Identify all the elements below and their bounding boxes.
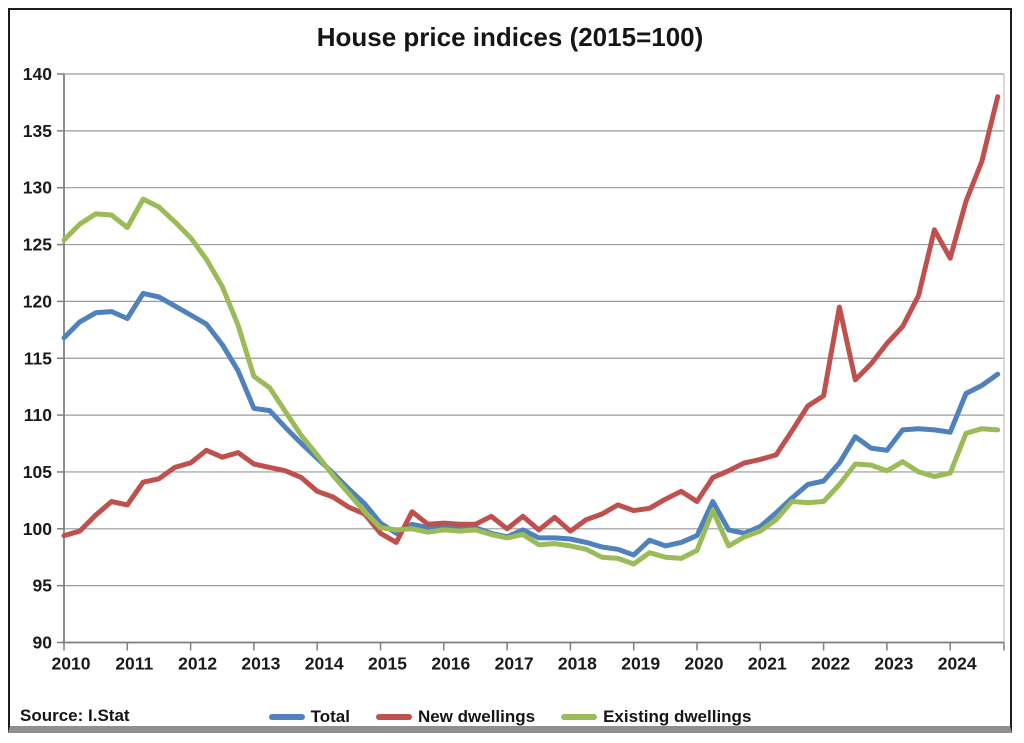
y-tick-label: 115 — [24, 348, 52, 368]
legend-label-total: Total — [310, 707, 350, 726]
legend-swatch-new-dwellings — [375, 714, 412, 720]
x-tick-label: 2024 — [938, 654, 977, 674]
y-tick-label: 135 — [23, 121, 52, 141]
chart-title: House price indices (2015=100) — [316, 22, 704, 52]
legend-swatch-existing-dwellings — [561, 714, 598, 720]
y-tick-label: 95 — [33, 576, 53, 596]
x-tick-label: 2015 — [368, 654, 407, 674]
chart-frame: House price indices (2015=100) 90 95 100 10… — [8, 8, 1012, 733]
legend-item-new-dwellings: New dwellings — [375, 707, 536, 727]
legend-swatch-total — [268, 714, 305, 720]
x-tick-label: 2010 — [52, 654, 91, 674]
series-line-new-dwellings — [61, 94, 1001, 545]
series-line-total — [61, 290, 1001, 558]
x-tick-label: 2017 — [495, 654, 534, 674]
y-tick-label: 120 — [23, 291, 52, 311]
line-chart-plot: 90 95 100 105 110 115 120 125 130 135 140 2010 2011 2… — [23, 64, 1005, 674]
x-tick-label: 2011 — [115, 654, 153, 674]
x-tick-label: 2014 — [305, 654, 344, 674]
y-tick-label: 125 — [23, 235, 52, 255]
x-tick-label: 2013 — [241, 654, 280, 674]
x-tick-label: 2022 — [811, 654, 850, 674]
x-tick-label: 2021 — [748, 654, 787, 674]
x-tick-label: 2020 — [685, 654, 724, 674]
series-line-existing-dwellings — [61, 196, 1001, 567]
y-tick-label: 90 — [33, 633, 53, 653]
legend-item-total: Total — [268, 707, 350, 727]
x-tick-label: 2023 — [874, 654, 913, 674]
y-tick-label: 105 — [23, 462, 52, 482]
legend-label-new-dwellings: New dwellings — [417, 707, 536, 726]
x-tick-label: 2016 — [431, 654, 470, 674]
y-tick-label: 110 — [24, 405, 52, 425]
y-tick-label: 140 — [23, 64, 52, 84]
x-tick-label: 2012 — [178, 654, 217, 674]
y-tick-label: 130 — [23, 178, 52, 198]
legend-label-existing-dwellings: Existing dwellings — [603, 707, 752, 726]
chart-footer: Source: I.Stat Total New dwellings Exist… — [10, 700, 1010, 734]
x-tick-label: 2019 — [621, 654, 660, 674]
chart-legend: Total New dwellings Existing dwellings — [10, 700, 1010, 734]
legend-item-existing-dwellings: Existing dwellings — [561, 707, 751, 727]
x-tick-label: 2018 — [558, 654, 597, 674]
source-note: Source: I.Stat — [20, 706, 130, 725]
y-tick-label: 100 — [23, 519, 52, 539]
